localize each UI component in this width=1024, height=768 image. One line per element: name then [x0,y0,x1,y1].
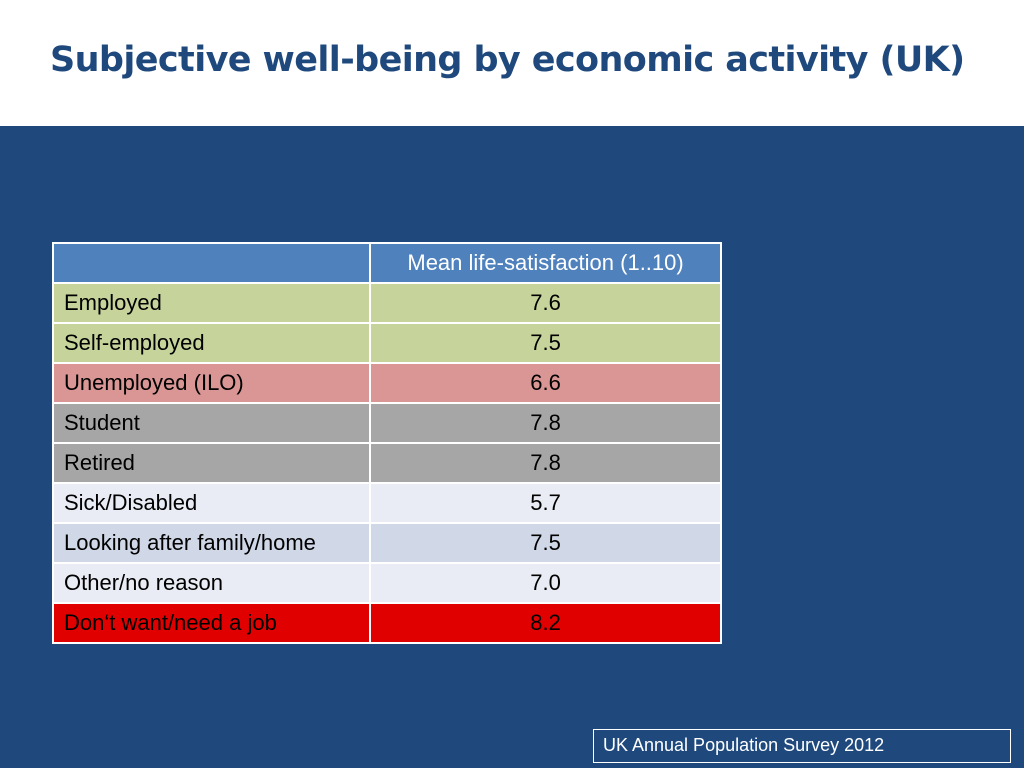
row-value: 7.8 [369,402,722,444]
life-satisfaction-table: Mean life-satisfaction (1..10) Employed … [51,242,722,644]
row-value: 7.8 [369,442,722,484]
row-label: Unemployed (ILO) [51,362,372,404]
slide-title: Subjective well-being by economic activi… [50,40,965,80]
row-label: Employed [51,282,372,324]
row-value: 7.5 [369,522,722,564]
table-row: Don‘t want/need a job 8.2 [51,602,722,644]
table-row: Student 7.8 [51,402,722,444]
header-value-cell: Mean life-satisfaction (1..10) [369,242,722,284]
row-label: Self-employed [51,322,372,364]
table-row: Unemployed (ILO) 6.6 [51,362,722,404]
table-row: Sick/Disabled 5.7 [51,482,722,524]
row-label: Retired [51,442,372,484]
table-header-row: Mean life-satisfaction (1..10) [51,242,722,284]
title-band: Subjective well-being by economic activi… [0,0,1024,126]
row-value: 7.0 [369,562,722,604]
header-blank-cell [51,242,372,284]
row-label: Student [51,402,372,444]
row-label: Looking after family/home [51,522,372,564]
row-label: Sick/Disabled [51,482,372,524]
table-row: Looking after family/home 7.5 [51,522,722,564]
row-value: 5.7 [369,482,722,524]
row-value: 8.2 [369,602,722,644]
table-row: Retired 7.8 [51,442,722,484]
row-value: 7.6 [369,282,722,324]
row-label: Other/no reason [51,562,372,604]
table-row: Other/no reason 7.0 [51,562,722,604]
source-caption: UK Annual Population Survey 2012 [593,729,1011,763]
row-label: Don‘t want/need a job [51,602,372,644]
table-row: Self-employed 7.5 [51,322,722,364]
row-value: 7.5 [369,322,722,364]
row-value: 6.6 [369,362,722,404]
table-row: Employed 7.6 [51,282,722,324]
